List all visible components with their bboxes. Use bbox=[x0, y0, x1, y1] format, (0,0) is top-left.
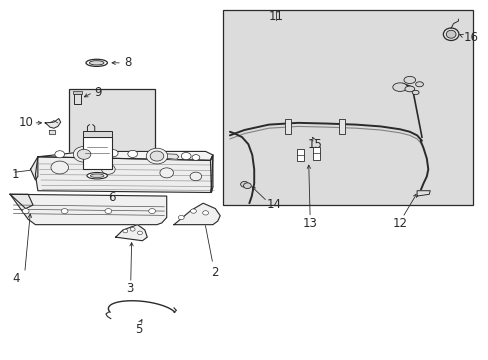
Text: 4: 4 bbox=[12, 272, 20, 285]
Circle shape bbox=[181, 153, 191, 159]
Bar bbox=[338, 118, 344, 134]
Ellipse shape bbox=[404, 86, 414, 92]
Ellipse shape bbox=[86, 59, 107, 66]
Circle shape bbox=[190, 209, 196, 213]
Ellipse shape bbox=[446, 30, 455, 38]
Circle shape bbox=[190, 172, 201, 181]
Circle shape bbox=[61, 208, 68, 213]
Bar bbox=[82, 137, 112, 169]
Bar bbox=[69, 89, 154, 189]
Ellipse shape bbox=[411, 90, 418, 95]
Circle shape bbox=[243, 183, 251, 189]
Polygon shape bbox=[116, 225, 147, 241]
Text: 12: 12 bbox=[392, 217, 407, 230]
Bar bbox=[296, 149, 304, 161]
Ellipse shape bbox=[443, 28, 458, 41]
Circle shape bbox=[22, 208, 29, 213]
Text: 9: 9 bbox=[95, 86, 102, 99]
Polygon shape bbox=[10, 194, 166, 225]
Text: 8: 8 bbox=[123, 56, 131, 69]
Circle shape bbox=[105, 208, 112, 213]
Polygon shape bbox=[10, 194, 33, 208]
Ellipse shape bbox=[403, 76, 415, 84]
Circle shape bbox=[150, 151, 163, 161]
Circle shape bbox=[73, 147, 95, 162]
Text: 14: 14 bbox=[265, 198, 281, 211]
Circle shape bbox=[77, 149, 91, 159]
Text: 3: 3 bbox=[126, 283, 134, 296]
Ellipse shape bbox=[415, 82, 423, 87]
Polygon shape bbox=[35, 155, 212, 193]
Circle shape bbox=[202, 211, 208, 215]
Text: 16: 16 bbox=[462, 31, 477, 44]
Text: 5: 5 bbox=[135, 323, 142, 336]
Text: 10: 10 bbox=[19, 116, 33, 129]
Polygon shape bbox=[77, 151, 103, 156]
Text: 1: 1 bbox=[11, 168, 19, 181]
Circle shape bbox=[178, 215, 184, 220]
Circle shape bbox=[55, 151, 64, 158]
Polygon shape bbox=[49, 130, 55, 134]
Ellipse shape bbox=[392, 83, 407, 91]
Circle shape bbox=[127, 150, 137, 157]
Bar bbox=[82, 131, 112, 137]
Circle shape bbox=[102, 164, 115, 174]
Circle shape bbox=[130, 228, 135, 231]
Polygon shape bbox=[30, 157, 38, 180]
Polygon shape bbox=[210, 155, 212, 193]
Circle shape bbox=[122, 229, 127, 233]
Ellipse shape bbox=[87, 172, 107, 179]
Text: 15: 15 bbox=[307, 138, 322, 151]
Circle shape bbox=[240, 181, 248, 187]
Text: 2: 2 bbox=[211, 266, 219, 279]
Circle shape bbox=[137, 231, 142, 235]
Polygon shape bbox=[174, 203, 220, 225]
Bar bbox=[312, 147, 320, 159]
Bar bbox=[74, 94, 81, 104]
Polygon shape bbox=[38, 152, 212, 160]
Circle shape bbox=[51, 161, 68, 174]
Ellipse shape bbox=[90, 174, 104, 177]
Circle shape bbox=[146, 148, 167, 164]
Circle shape bbox=[160, 168, 173, 178]
Ellipse shape bbox=[89, 61, 104, 65]
Text: 6: 6 bbox=[108, 191, 116, 204]
Circle shape bbox=[148, 208, 155, 213]
Polygon shape bbox=[152, 153, 179, 159]
Text: 11: 11 bbox=[268, 10, 283, 23]
Polygon shape bbox=[45, 118, 61, 128]
Text: 7: 7 bbox=[79, 159, 86, 172]
Bar bbox=[222, 10, 472, 205]
Text: 13: 13 bbox=[302, 217, 317, 230]
Polygon shape bbox=[416, 191, 429, 196]
Bar bbox=[285, 118, 290, 134]
Bar bbox=[73, 91, 81, 94]
Circle shape bbox=[192, 155, 200, 160]
Circle shape bbox=[108, 150, 118, 157]
